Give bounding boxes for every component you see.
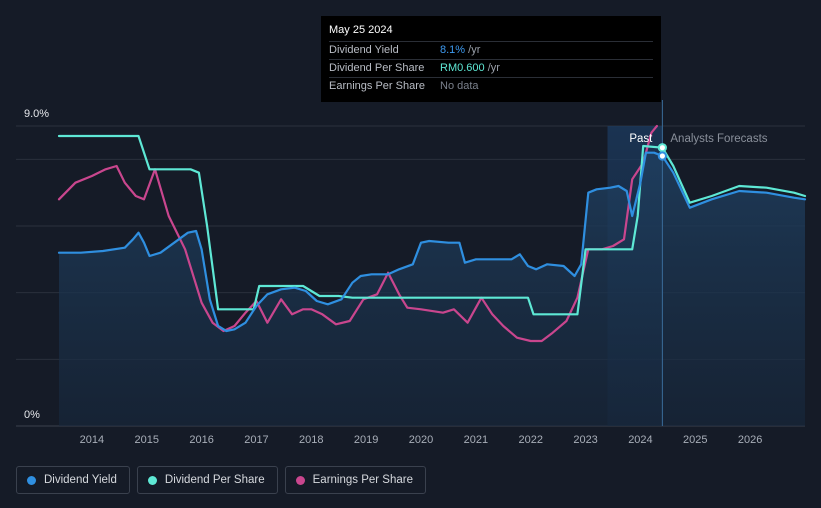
legend-dot-icon — [27, 475, 36, 485]
tooltip-value: No data — [440, 80, 479, 92]
x-tick-label: 2026 — [738, 434, 762, 446]
legend-dot-icon — [147, 475, 157, 485]
tooltip: May 25 2024 Dividend Yield 8.1% /yr Divi… — [321, 16, 661, 102]
legend-label: Dividend Per Share — [164, 474, 265, 486]
tooltip-row-dividend-yield: Dividend Yield 8.1% /yr — [329, 41, 653, 59]
y-axis-bottom-label: 0% — [24, 409, 40, 421]
x-tick-label: 2015 — [134, 434, 158, 446]
tooltip-unit: /yr — [484, 62, 500, 74]
x-tick-label: 2024 — [628, 434, 652, 446]
dividend_yield-marker — [657, 151, 667, 161]
tooltip-unit: /yr — [465, 44, 481, 56]
chart: 9.0% 0% Past Analysts Forecasts 2014 2015… — [16, 100, 807, 446]
dividend_per_share-marker — [657, 143, 667, 153]
past-label: Past — [629, 133, 653, 145]
legend-dividend-per-share[interactable]: Dividend Per Share — [136, 466, 278, 494]
tooltip-label: Dividend Per Share — [329, 62, 425, 74]
tooltip-date: May 25 2024 — [329, 24, 393, 36]
area-layer — [59, 152, 805, 426]
tooltip-value: RM0.600 — [440, 62, 485, 74]
x-tick-label: 2014 — [80, 434, 104, 446]
tooltip-label: Earnings Per Share — [329, 80, 425, 92]
x-tick-label: 2018 — [299, 434, 323, 446]
tooltip-value: 8.1% — [440, 44, 466, 56]
tooltip-row-earnings-per-share: Earnings Per Share No data — [329, 77, 653, 95]
x-tick-label: 2023 — [573, 434, 597, 446]
dividend_per_share-line — [57, 134, 807, 316]
legend-earnings-per-share[interactable]: Earnings Per Share — [284, 466, 426, 494]
dividend_yield-area — [59, 152, 805, 426]
legend-label: Earnings Per Share — [312, 474, 413, 486]
x-tick-label: 2021 — [464, 434, 488, 446]
tooltip-row-dividend-per-share: Dividend Per Share RM0.600 /yr — [329, 59, 653, 77]
earnings_per_share-line — [57, 124, 658, 343]
x-tick-label: 2020 — [409, 434, 433, 446]
x-tick-label: 2025 — [683, 434, 707, 446]
dividend_yield-line — [57, 151, 807, 333]
legend-dot-icon — [295, 475, 305, 485]
y-axis-top-label: 9.0% — [24, 108, 49, 120]
legend-label: Dividend Yield — [44, 474, 117, 486]
tooltip-label: Dividend Yield — [329, 44, 399, 56]
legend: Dividend Yield Dividend Per Share Earnin… — [16, 466, 426, 494]
legend-dividend-yield[interactable]: Dividend Yield — [16, 466, 130, 494]
x-tick-label: 2022 — [518, 434, 542, 446]
marker-layer — [657, 143, 667, 161]
x-axis-ticks: 2014 2015 2016 2017 2018 2019 2020 2021 2022 2023… — [80, 434, 763, 446]
x-tick-label: 2017 — [244, 434, 268, 446]
line-layer — [57, 124, 807, 343]
x-tick-label: 2019 — [354, 434, 378, 446]
forecast-label: Analysts Forecasts — [670, 133, 767, 145]
x-tick-label: 2016 — [189, 434, 213, 446]
